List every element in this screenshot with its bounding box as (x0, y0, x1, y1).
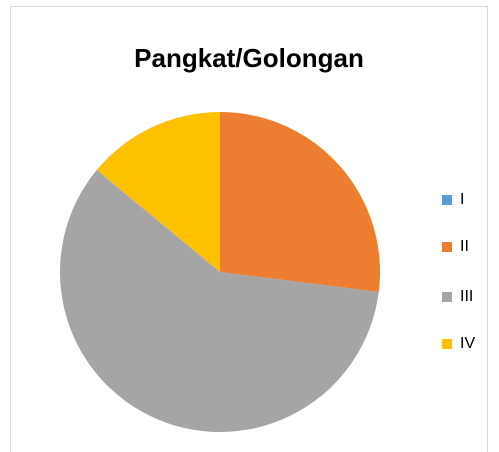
legend-swatch (442, 339, 452, 349)
pie-slice (96, 112, 220, 272)
chart-title: Pangkat/Golongan (134, 43, 364, 73)
legend-label: IV (460, 335, 475, 352)
legend-swatch (442, 292, 452, 302)
pie-slice (220, 112, 380, 293)
legend-swatch (442, 195, 452, 205)
pie-slice (60, 170, 379, 433)
legend-label: III (460, 288, 473, 305)
legend-label: I (460, 191, 464, 208)
legend-swatch (442, 242, 452, 252)
legend-label: II (460, 238, 469, 255)
